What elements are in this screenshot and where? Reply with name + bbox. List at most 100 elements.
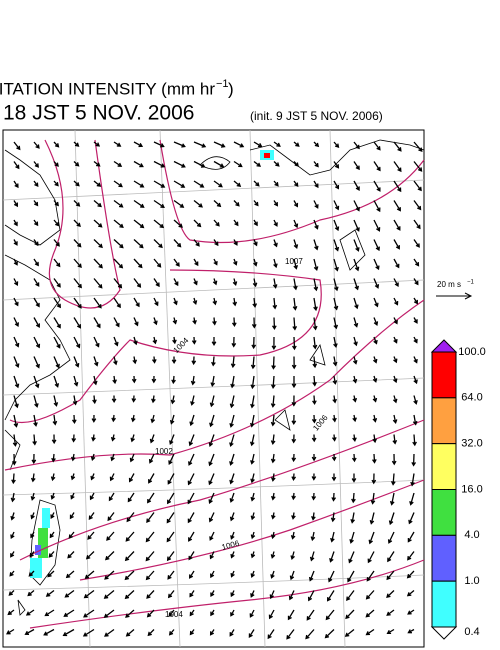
wind-arrow (291, 414, 297, 426)
wind-arrow (392, 414, 398, 424)
wind-arrow (393, 200, 401, 212)
wind-arrow (52, 414, 58, 426)
wind-arrow (386, 570, 395, 581)
wind-arrow (173, 297, 178, 306)
wind-arrow (270, 375, 276, 390)
wind-arrow (110, 453, 115, 462)
wind-arrow (13, 161, 20, 170)
wind-arrow (248, 629, 255, 638)
wind-arrow (331, 453, 337, 462)
wind-arrow (27, 590, 35, 597)
wind-arrow (73, 297, 82, 309)
wind-arrow (104, 628, 115, 637)
wind-arrow (371, 473, 377, 485)
wind-arrow (292, 317, 298, 331)
wind-arrow (412, 434, 417, 447)
wind-arrow (393, 258, 400, 269)
wind-arrow (373, 239, 380, 252)
wind-arrow (73, 161, 80, 167)
wind-arrow (111, 414, 116, 423)
wind-arrow (190, 375, 196, 386)
wind-arrow (150, 414, 156, 424)
wind-arrow (33, 414, 38, 427)
wind-arrow (249, 434, 255, 447)
wind-arrow (270, 395, 276, 408)
wind-arrow (250, 570, 255, 578)
wind-arrow (250, 531, 256, 540)
wind-arrow (411, 453, 417, 467)
wind-arrow (33, 297, 40, 308)
wind-arrow (332, 414, 337, 423)
wind-arrow (173, 141, 186, 148)
wind-arrow (230, 531, 235, 540)
wind-arrow (250, 492, 256, 502)
wind-arrow (305, 629, 315, 640)
wind-arrow (168, 453, 175, 465)
wind-arrow (213, 258, 218, 266)
wind-arrow (62, 628, 75, 637)
wind-arrow (73, 278, 82, 289)
wind-arrow (229, 512, 235, 522)
wind-arrow (213, 180, 223, 188)
wind-arrow (33, 278, 40, 287)
wind-arrow (372, 434, 378, 444)
wind-arrow (130, 414, 136, 423)
wind-arrow (149, 434, 155, 444)
wind-arrow (271, 336, 277, 351)
wind-arrow (373, 219, 381, 232)
wind-arrow (413, 356, 418, 364)
wind-arrow (351, 453, 357, 463)
wind-arrow (173, 219, 183, 228)
wind-arrow (11, 473, 16, 485)
wind-arrow (65, 570, 75, 579)
wind-arrow (250, 551, 256, 559)
wind-arrow (113, 239, 124, 249)
wind-arrow (193, 199, 203, 208)
wind-arrow (393, 278, 399, 288)
wind-arrow (113, 297, 121, 309)
wind-arrow (87, 531, 95, 540)
wind-arrow (68, 531, 75, 539)
wind-arrow (93, 239, 103, 249)
wind-arrow (28, 570, 35, 577)
wind-arrow (230, 375, 235, 389)
wind-arrow (113, 356, 118, 366)
wind-arrow (252, 297, 258, 308)
wind-arrow (73, 258, 82, 269)
wind-arrow (145, 551, 155, 562)
wind-arrow (133, 278, 142, 288)
wind-arrow (313, 278, 319, 292)
wind-arrow (146, 590, 155, 599)
wind-arrow (373, 317, 379, 326)
wind-arrow (232, 297, 238, 307)
wind-arrow (73, 180, 80, 187)
wind-arrow (413, 297, 418, 305)
wind-arrow (213, 219, 220, 227)
wind-arrow (391, 453, 397, 466)
wind-arrow (210, 609, 215, 617)
wind-arrow (10, 551, 15, 558)
wind-arrow (124, 590, 135, 600)
wind-arrow (167, 473, 175, 485)
wind-arrow (328, 570, 335, 583)
wind-arrow (406, 590, 415, 597)
wind-arrow (193, 160, 206, 168)
valid-time: 18 JST 5 NOV. 2006 (3, 102, 194, 125)
header: PRECIPITATION INTENSITY (mm hr −1 ) 18 J… (0, 78, 383, 125)
wind-arrow (392, 375, 398, 384)
wind-arrow (172, 317, 178, 325)
wind-arrow (193, 219, 202, 228)
vector-reference-head (464, 292, 473, 300)
wind-arrow (291, 395, 297, 407)
wind-arrow (148, 453, 155, 464)
wind-arrow (53, 356, 60, 369)
wind-arrow (229, 434, 235, 448)
colorbar-label: 100.0 (458, 346, 486, 358)
wind-arrow (324, 629, 335, 639)
wind-arrow (232, 278, 238, 286)
wind-arrow (393, 180, 402, 193)
precip-area (38, 528, 48, 558)
wind-arrow (311, 473, 317, 481)
wind-arrow (51, 434, 57, 445)
wind-arrow (312, 356, 318, 369)
